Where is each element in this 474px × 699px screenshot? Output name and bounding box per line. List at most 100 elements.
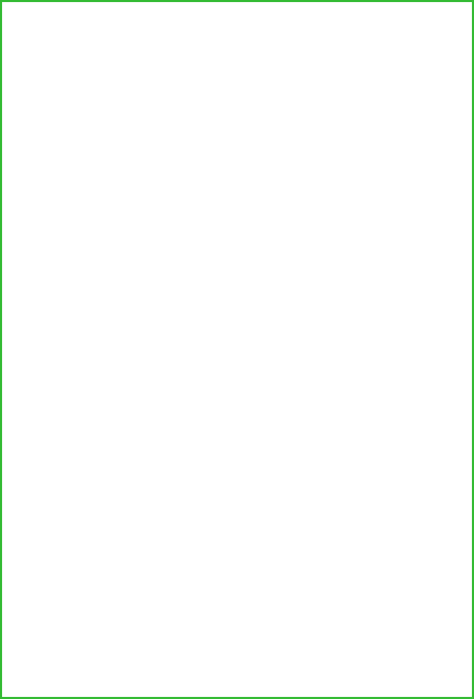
Text: $0°\leq x<210°$: $0°\leq x<210°$ bbox=[363, 544, 437, 556]
Text: +: + bbox=[413, 659, 419, 668]
Text: $30°\leq x\leq 150°$: $30°\leq x\leq 150°$ bbox=[369, 324, 451, 336]
Text: +: + bbox=[91, 649, 98, 658]
Text: Come si vede dal grafico qua: Come si vede dal grafico qua bbox=[8, 585, 154, 595]
Text: +: + bbox=[172, 659, 178, 668]
Text: -: - bbox=[33, 626, 39, 640]
Text: +: + bbox=[212, 649, 218, 658]
Text: +: + bbox=[15, 649, 21, 658]
Text: +: + bbox=[150, 659, 156, 668]
Bar bbox=[3, 638, 471, 699]
Text: +: + bbox=[201, 649, 207, 658]
Ellipse shape bbox=[118, 626, 137, 640]
Text: +: + bbox=[278, 649, 284, 658]
Text: +: + bbox=[289, 649, 295, 658]
Text: 180+30=210°: 180+30=210° bbox=[212, 486, 260, 491]
Bar bbox=[3, 3, 471, 33]
Text: +: + bbox=[59, 649, 65, 658]
Text: +: + bbox=[113, 649, 119, 658]
Text: $-\frac{1}{2}$: $-\frac{1}{2}$ bbox=[293, 492, 307, 510]
Text: $2\mathrm{sen}x+1>0\rightarrow 2\mathrm{sen}x>-1\rightarrow \mathrm{sen}x>-\dfra: $2\mathrm{sen}x+1>0\rightarrow 2\mathrm{… bbox=[172, 366, 389, 389]
Bar bbox=[180, 586, 435, 634]
Text: +: + bbox=[300, 649, 306, 658]
Wedge shape bbox=[245, 166, 335, 218]
Bar bbox=[273, 651, 419, 679]
Text: +: + bbox=[70, 649, 76, 658]
Text: +: + bbox=[234, 649, 240, 658]
Text: +: + bbox=[325, 659, 331, 668]
Bar bbox=[3, 345, 165, 580]
Text: -: - bbox=[234, 626, 240, 640]
Text: +: + bbox=[292, 659, 299, 668]
Text: +: + bbox=[81, 649, 87, 658]
Text: +: + bbox=[369, 659, 375, 668]
Text: Bisogna studiare: Bisogna studiare bbox=[10, 120, 98, 130]
Text: 330°: 330° bbox=[408, 687, 431, 697]
Text: +: + bbox=[106, 659, 112, 668]
Text: +: + bbox=[409, 649, 415, 658]
Text: +: + bbox=[139, 659, 145, 668]
Text: +: + bbox=[168, 649, 174, 658]
Text: +: + bbox=[314, 659, 320, 668]
Text: $30\leq x\leq 150°$: $30\leq x\leq 150°$ bbox=[260, 597, 354, 611]
Bar bbox=[3, 33, 471, 107]
FancyBboxPatch shape bbox=[332, 183, 352, 195]
Text: +: + bbox=[122, 626, 133, 640]
Text: +: + bbox=[303, 659, 310, 668]
Text: $2\mathrm{sen}x-1$: $2\mathrm{sen}x-1$ bbox=[169, 52, 231, 64]
Text: destra: destra bbox=[8, 624, 40, 634]
Text: +: + bbox=[62, 659, 69, 668]
Text: -: - bbox=[438, 626, 444, 640]
Text: +: + bbox=[376, 649, 383, 658]
Text: 0°: 0° bbox=[362, 465, 371, 474]
Text: verificata dagli intervalli a: verificata dagli intervalli a bbox=[8, 611, 139, 621]
Text: +: + bbox=[282, 659, 288, 668]
Text: $2\mathrm{sen}x-1\geq 0\rightarrow 2\mathrm{sen}x\geq 1\rightarrow \mathrm{sen}x: $2\mathrm{sen}x-1\geq 0\rightarrow 2\mat… bbox=[172, 127, 364, 150]
FancyBboxPatch shape bbox=[280, 173, 300, 189]
Text: 360°-30°=330°: 360°-30°=330° bbox=[338, 486, 390, 491]
Text: 180°: 180° bbox=[220, 465, 240, 474]
Text: 0°: 0° bbox=[346, 221, 356, 230]
Text: Studio del denominatore: Studio del denominatore bbox=[10, 358, 139, 368]
Circle shape bbox=[278, 440, 322, 484]
Text: +: + bbox=[117, 659, 123, 668]
Text: +: + bbox=[183, 659, 189, 668]
Text: 30°: 30° bbox=[335, 185, 349, 194]
Text: +: + bbox=[84, 659, 91, 668]
Text: A lato lo studio del: A lato lo studio del bbox=[10, 176, 108, 186]
Text: +: + bbox=[391, 659, 397, 668]
FancyBboxPatch shape bbox=[347, 482, 381, 494]
Text: +: + bbox=[380, 659, 386, 668]
FancyBboxPatch shape bbox=[219, 482, 253, 494]
Text: numeratore: numeratore bbox=[10, 190, 72, 200]
Text: +: + bbox=[128, 659, 134, 668]
Text: +: + bbox=[161, 659, 167, 668]
Text: +: + bbox=[321, 649, 328, 658]
Text: +: + bbox=[310, 649, 317, 658]
Text: +: + bbox=[26, 649, 32, 658]
Text: +: + bbox=[355, 649, 361, 658]
Text: +: + bbox=[256, 649, 262, 658]
FancyBboxPatch shape bbox=[290, 493, 310, 509]
Text: +: + bbox=[124, 649, 131, 658]
Text: numeratore e denominatore: numeratore e denominatore bbox=[10, 134, 157, 144]
Text: 180-30=150°: 180-30=150° bbox=[207, 187, 253, 192]
Text: sotto, la disequazione è: sotto, la disequazione è bbox=[8, 598, 127, 608]
Text: $210<x<330°$: $210<x<330°$ bbox=[255, 617, 358, 631]
Text: Nell'intervallo $0 \leq x \leq 2\pi$: Nell'intervallo $0 \leq x \leq 2\pi$ bbox=[160, 89, 314, 103]
Text: separatamente.: separatamente. bbox=[10, 148, 93, 158]
Text: +: + bbox=[336, 659, 342, 668]
Text: +: + bbox=[398, 649, 404, 658]
Text: +: + bbox=[420, 649, 426, 658]
Text: 360°: 360° bbox=[445, 687, 467, 697]
Text: 180°: 180° bbox=[216, 221, 236, 230]
Text: +: + bbox=[347, 659, 353, 668]
Text: +: + bbox=[358, 659, 364, 668]
Text: Denominatore: Denominatore bbox=[268, 352, 368, 366]
Text: +: + bbox=[267, 649, 273, 658]
Text: +: + bbox=[51, 659, 58, 668]
Text: +: + bbox=[194, 659, 200, 668]
Text: +: + bbox=[157, 649, 164, 658]
Text: $2\mathrm{sen}x+1$: $2\mathrm{sen}x+1$ bbox=[169, 68, 231, 80]
Text: +: + bbox=[245, 649, 251, 658]
Text: +: + bbox=[270, 659, 277, 668]
